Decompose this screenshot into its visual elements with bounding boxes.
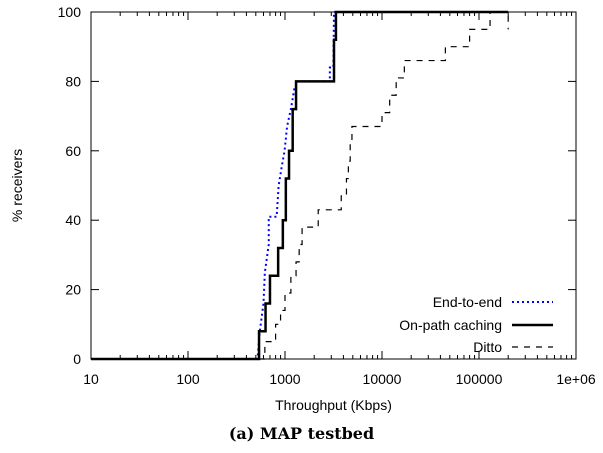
- legend: End-to-end On-path caching Ditto: [399, 294, 553, 355]
- legend-label: End-to-end: [433, 294, 502, 310]
- y-tick-label: 0: [73, 351, 81, 367]
- chart: 10 100 1000 10000 100000 1e+06 0 20 40 60 80 100 E…: [9, 4, 596, 413]
- plot-area: [90, 11, 577, 360]
- y-tick-label: 40: [65, 212, 81, 228]
- x-tick-label: 10: [83, 371, 99, 387]
- x-axis: 10 100 1000 10000 100000 1e+06: [83, 12, 596, 387]
- y-tick-label: 60: [65, 143, 81, 159]
- y-tick-label: 100: [58, 4, 82, 20]
- series-line-on-path-caching: [91, 10, 509, 361]
- y-tick-label: 80: [65, 73, 81, 89]
- series-layer: [91, 10, 509, 361]
- x-tick-label: 100000: [456, 371, 503, 387]
- series-line-ditto: [91, 11, 509, 360]
- y-axis: 0 20 40 60 80 100: [58, 4, 576, 367]
- x-tick-label: 100: [176, 371, 200, 387]
- x-tick-label: 1000: [269, 371, 300, 387]
- x-axis-label: Throughput (Kbps): [275, 397, 392, 413]
- legend-label: Ditto: [473, 339, 502, 355]
- x-tick-label: 10000: [363, 371, 402, 387]
- plot-frame: [90, 11, 577, 360]
- legend-label: On-path caching: [399, 317, 502, 333]
- y-axis-label: % receivers: [9, 149, 25, 222]
- figure-caption: (a) MAP testbed: [228, 424, 375, 443]
- x-tick-label: 1e+06: [556, 371, 596, 387]
- y-tick-label: 20: [65, 282, 81, 298]
